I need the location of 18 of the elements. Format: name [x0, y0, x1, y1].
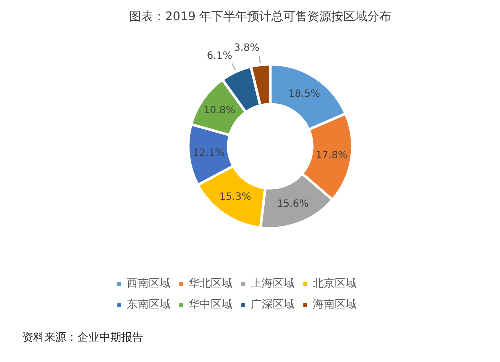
legend-label: 广深区域: [251, 297, 295, 312]
legend-label: 上海区域: [251, 276, 295, 291]
legend-label: 海南区域: [313, 297, 357, 312]
chart-title: 图表：2019 年下半年预计总可售资源按区域分布: [129, 10, 392, 24]
text: 资料来源：企业中期报告: [22, 331, 144, 344]
data-label: 12.1%: [192, 148, 225, 159]
data-label: 17.8%: [316, 150, 348, 162]
data-label: 15.3%: [220, 192, 252, 204]
data-label: 18.5%: [288, 89, 320, 100]
data-label: 15.6%: [277, 198, 309, 210]
legend-label: 华中区域: [189, 297, 233, 312]
data-label: 10.8%: [204, 106, 236, 117]
data-label: 3.8%: [234, 43, 260, 54]
legend-label: 东南区域: [127, 297, 171, 312]
legend-label: 华北区域: [189, 276, 233, 291]
legend-label: 西南区域: [127, 276, 171, 291]
legend-label: 北京区域: [313, 276, 357, 291]
data-label: 6.1%: [207, 50, 233, 62]
